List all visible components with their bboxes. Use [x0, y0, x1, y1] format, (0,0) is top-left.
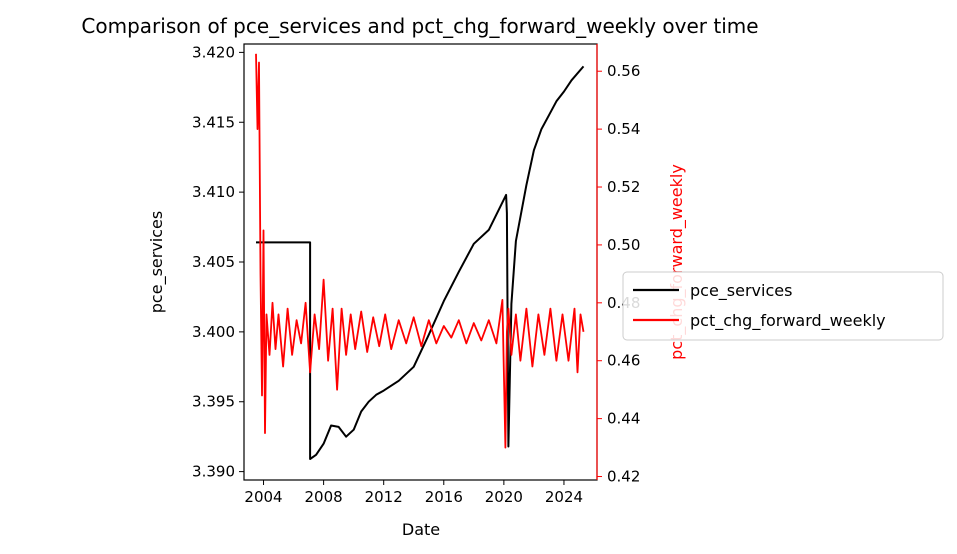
- legend-entries: pce_services pct_chg_forward_weekly: [633, 281, 886, 331]
- x-tick-label: 2016: [425, 488, 463, 506]
- y-left-tick-label: 3.395: [192, 393, 235, 411]
- x-tick-label: 2004: [244, 488, 282, 506]
- plot-frame: [243, 43, 598, 481]
- chart-title: Comparison of pce_services and pct_chg_f…: [81, 14, 758, 38]
- legend-label: pce_services: [690, 281, 792, 301]
- legend-label: pct_chg_forward_weekly: [690, 311, 886, 331]
- x-tick-label: 2024: [545, 488, 583, 506]
- y-right-tick-label: 0.46: [607, 352, 640, 370]
- x-tick-label: 2012: [365, 488, 403, 506]
- series-line-pct-chg-forward-weekly: [255, 53, 585, 449]
- y-right-tick-label: 0.44: [607, 410, 640, 428]
- y-axis-left-label: pce_services: [147, 211, 167, 313]
- y-axis-left: 3.390 3.395 3.400 3.405 3.410 3.415 3.420: [192, 43, 244, 481]
- y-right-tick-label: 0.50: [607, 236, 640, 254]
- y-left-tick-label: 3.390: [192, 463, 235, 481]
- y-right-tick-label: 0.42: [607, 468, 640, 486]
- series-line-pce-services: [256, 65, 585, 460]
- y-left-tick-label: 3.405: [192, 253, 235, 271]
- y-axis-right: 0.420.440.460.480.500.520.540.56: [597, 62, 640, 486]
- legend: pce_services pct_chg_forward_weekly: [622, 271, 944, 341]
- y-left-tick-label: 3.420: [192, 43, 235, 61]
- x-axis: 2004 2008 2012 2016 2020 2024: [244, 480, 583, 506]
- y-left-tick-label: 3.415: [192, 113, 235, 131]
- y-left-tick-label: 3.410: [192, 183, 235, 201]
- y-right-tick-label: 0.54: [607, 120, 640, 138]
- legend-frame: [622, 271, 944, 341]
- y-right-tick-label: 0.56: [607, 62, 640, 80]
- x-tick-label: 2008: [305, 488, 343, 506]
- x-tick-label: 2020: [485, 488, 523, 506]
- x-axis-label: Date: [402, 520, 440, 539]
- plot-area: [243, 43, 598, 481]
- y-right-tick-label: 0.52: [607, 178, 640, 196]
- y-left-tick-label: 3.400: [192, 323, 235, 341]
- series-layer: [255, 53, 585, 460]
